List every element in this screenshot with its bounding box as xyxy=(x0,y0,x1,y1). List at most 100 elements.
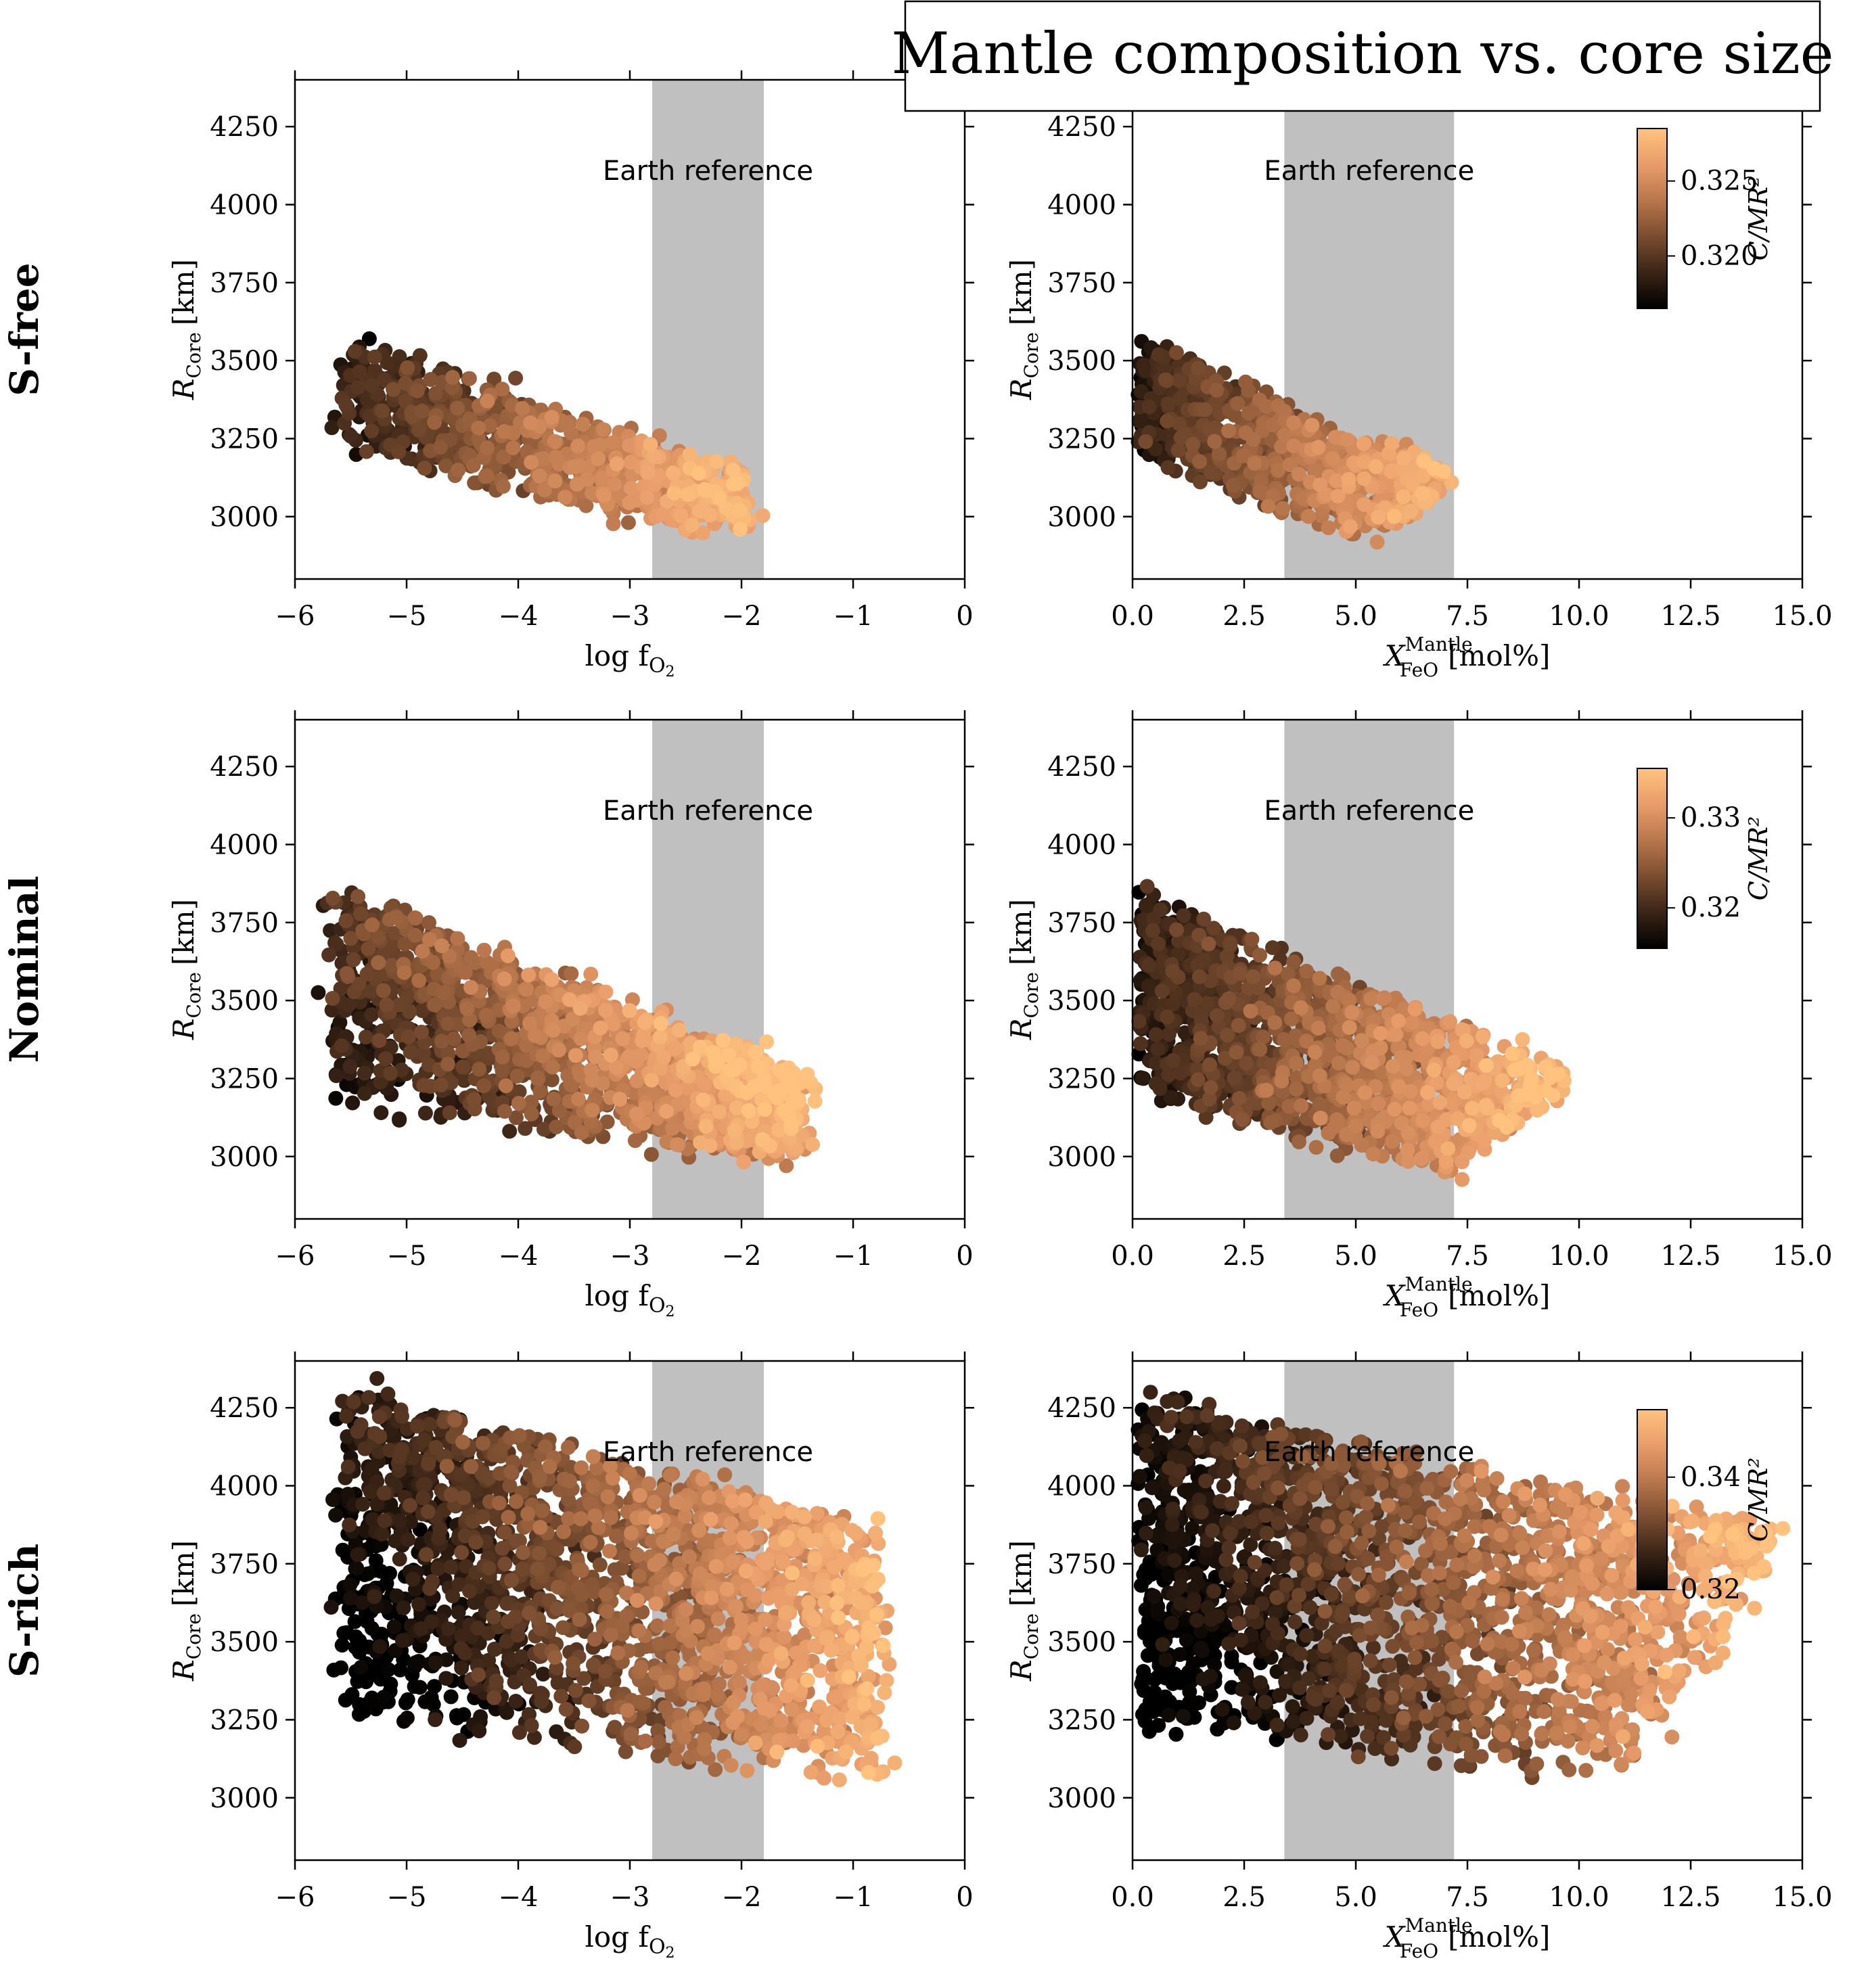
scatter-point xyxy=(412,348,428,363)
scatter-point xyxy=(409,383,425,398)
scatter-point xyxy=(1371,509,1386,525)
scatter-point xyxy=(1368,459,1384,474)
scatter-point xyxy=(1398,1061,1414,1077)
x-axis: −6 −5 −4 −3 −2 −1 0 xyxy=(275,70,974,632)
scatter-point xyxy=(375,983,391,998)
scatter-point xyxy=(1385,1059,1400,1074)
scatter-point xyxy=(527,1027,543,1043)
scatter-point xyxy=(1415,486,1430,501)
scatter-point xyxy=(1357,1085,1373,1101)
y-axis-label: RCore[km] xyxy=(167,899,205,1040)
scatter-point xyxy=(587,1049,603,1064)
scatter-point xyxy=(1396,489,1411,505)
scatter-point xyxy=(721,1048,736,1063)
scatter-point xyxy=(364,423,380,439)
x-tick-label: −5 xyxy=(387,1241,427,1272)
x-axis-label: log fO2 xyxy=(585,639,675,680)
scatter-point xyxy=(1438,1154,1454,1170)
scatter-point xyxy=(1430,1034,1446,1049)
x-axis-label: log fO2 xyxy=(585,1279,675,1320)
scatter-point xyxy=(633,1047,649,1063)
scatter-point xyxy=(652,1030,668,1044)
scatter-point xyxy=(1371,1096,1386,1111)
scatter-point xyxy=(1331,1055,1346,1071)
y-tick-label: 3500 xyxy=(210,986,279,1017)
scatter-point xyxy=(411,419,427,435)
scatter-point xyxy=(643,437,658,452)
scatter-point xyxy=(612,1092,628,1107)
scatter-point xyxy=(1139,879,1155,894)
scatter-point xyxy=(639,490,655,505)
y-tick-label: 3500 xyxy=(1047,346,1116,377)
scatter-point xyxy=(750,1059,766,1075)
scatter-point xyxy=(338,397,354,413)
scatter-point xyxy=(416,1078,432,1093)
scatter-point xyxy=(572,1000,588,1016)
scatter-point xyxy=(622,1002,637,1018)
scatter-point xyxy=(668,1082,683,1098)
y-tick-label: 3750 xyxy=(1047,268,1116,299)
scatter-point xyxy=(1336,1089,1351,1105)
scatter-point xyxy=(338,913,354,929)
scatter-point xyxy=(396,965,412,980)
scatter-point xyxy=(428,386,443,401)
colorbar-label: C/MR² xyxy=(1743,177,1773,261)
scatter-point xyxy=(480,393,495,409)
scatter-point xyxy=(357,1065,372,1081)
scatter-point xyxy=(1365,1147,1381,1161)
scatter-point xyxy=(1432,1094,1448,1110)
scatter-point xyxy=(1260,499,1276,514)
scatter-point xyxy=(505,440,521,456)
scatter-point xyxy=(471,431,486,446)
scatter-point xyxy=(1154,984,1170,999)
scatter-point xyxy=(1232,965,1248,981)
scatter-point xyxy=(466,1092,482,1107)
scatter-point xyxy=(1225,478,1241,493)
scatter-point xyxy=(1187,992,1202,1007)
scatter-point xyxy=(1346,1101,1362,1116)
x-tick-label: 0.0 xyxy=(1111,601,1154,632)
scatter-point xyxy=(455,1059,470,1075)
scatter-point xyxy=(653,1016,668,1031)
scatter-point xyxy=(646,448,662,464)
scatter-point xyxy=(672,1022,687,1038)
scatter-point xyxy=(364,1007,380,1022)
scatter-point xyxy=(386,382,401,397)
scatter-point xyxy=(425,954,440,970)
scatter-point xyxy=(665,1121,681,1136)
scatter-point xyxy=(1385,1134,1400,1149)
scatter-point xyxy=(1170,442,1186,458)
scatter-point xyxy=(1209,382,1225,398)
scatter-point xyxy=(1405,1015,1420,1030)
scatter-point xyxy=(570,1091,586,1107)
scatter-point xyxy=(736,1154,752,1170)
scatter-point xyxy=(1151,936,1166,952)
scatter-point xyxy=(1241,405,1256,421)
scatter-point xyxy=(442,1105,457,1120)
scatter-point xyxy=(1238,374,1254,390)
scatter-point xyxy=(603,1047,618,1063)
scatter-point xyxy=(1400,1126,1416,1141)
x-tick-label: −2 xyxy=(722,601,762,632)
scatter-point xyxy=(583,967,599,982)
scatter-point xyxy=(725,476,741,492)
scatter-point xyxy=(637,1015,653,1030)
scatter-point xyxy=(1342,992,1357,1008)
scatter-point xyxy=(407,910,423,925)
scatter-point xyxy=(324,420,340,436)
scatter-point xyxy=(440,1057,455,1072)
scatter-point xyxy=(1455,1172,1470,1187)
scatter-point xyxy=(495,382,510,397)
y-tick-label: 3250 xyxy=(1047,423,1116,455)
scatter-point xyxy=(417,1105,433,1121)
x-tick-label: −3 xyxy=(610,601,650,632)
scatter-point xyxy=(695,1092,711,1108)
scatter-point xyxy=(1158,372,1173,388)
scatter-point xyxy=(486,371,502,387)
scatter-point xyxy=(1207,434,1223,449)
scatter-point xyxy=(1133,1036,1148,1051)
scatter-point xyxy=(1202,1057,1217,1073)
y-tick-label: 3000 xyxy=(210,502,279,533)
scatter-point xyxy=(359,444,374,459)
scatter-point xyxy=(595,422,611,438)
